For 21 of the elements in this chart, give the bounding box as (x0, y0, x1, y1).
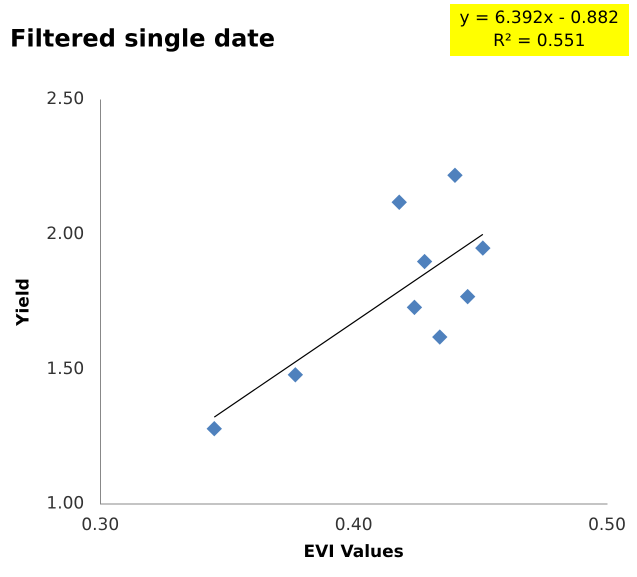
y-tick-label: 1.00 (46, 494, 84, 514)
point (417, 254, 432, 270)
text: R² = 0.551 (492, 30, 586, 53)
x-tick-label: 0.30 (81, 514, 120, 535)
point (392, 194, 407, 210)
text: y = 6.392x - 0.882 (460, 7, 619, 30)
x-tick-label: 0.50 (588, 514, 626, 535)
point (206, 421, 222, 436)
y-tick-label: 1.50 (46, 358, 84, 379)
x-tick-label: 0.40 (334, 514, 373, 535)
x-axis-title: EVI Values (303, 542, 404, 562)
point (406, 300, 422, 315)
point (447, 168, 462, 183)
y-tick-label: 2.00 (46, 224, 84, 244)
y-axis-title: Yield (14, 278, 34, 327)
point (432, 330, 448, 345)
point (288, 367, 303, 382)
chart-title: Filtered single date (10, 24, 276, 53)
point (460, 289, 476, 304)
y-tick-label: 2.50 (46, 89, 84, 110)
point (475, 240, 490, 256)
